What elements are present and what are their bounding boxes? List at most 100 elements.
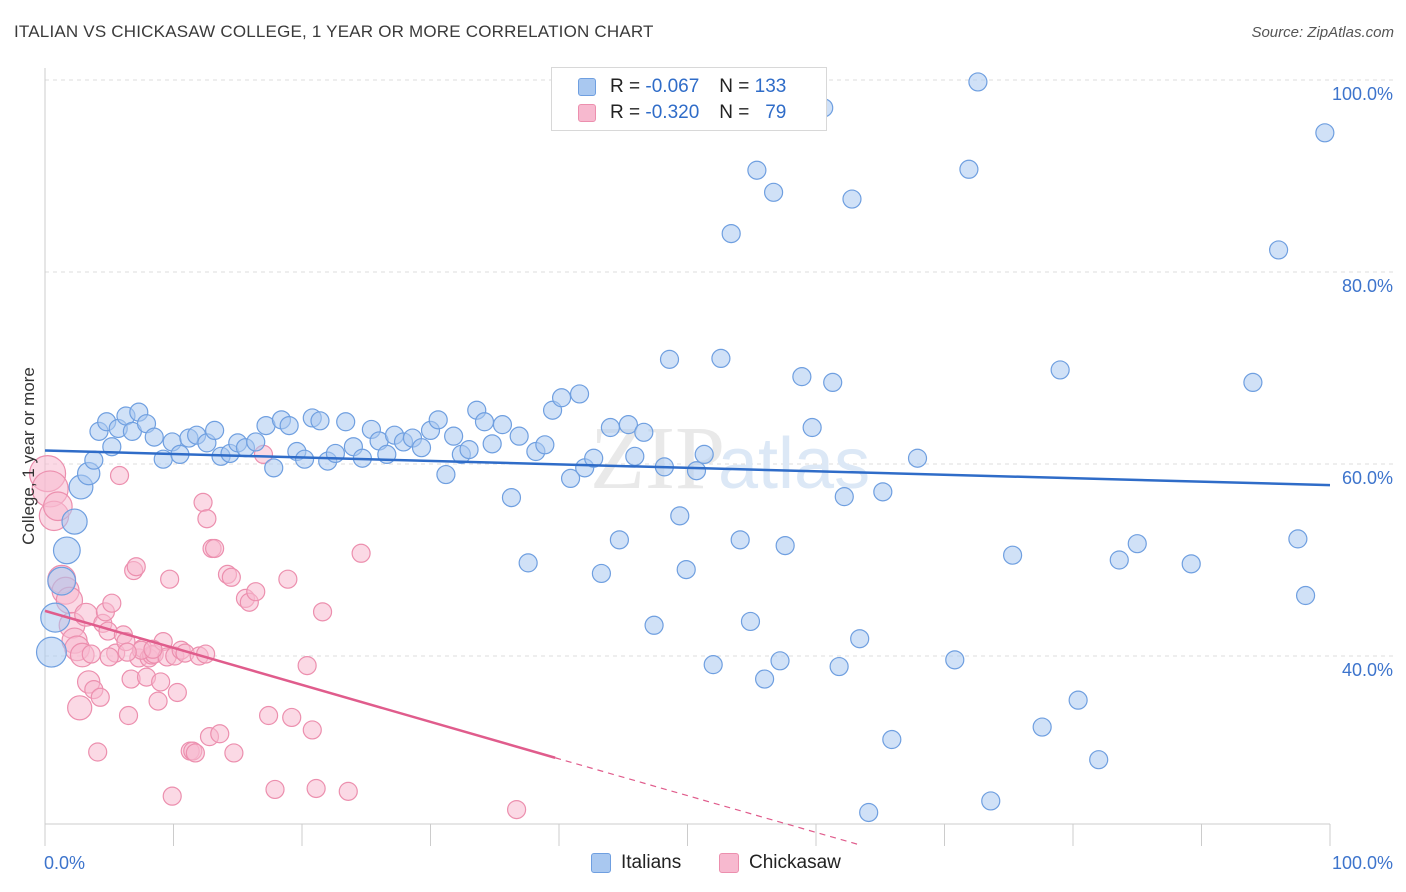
italians-point: [747, 160, 767, 180]
italians-point: [625, 446, 645, 466]
italians-point: [144, 427, 164, 447]
chickasaw-point: [185, 743, 205, 763]
source-label: Source: ZipAtlas.com: [1251, 24, 1394, 41]
italians-point: [428, 410, 448, 430]
italians-point: [1109, 550, 1129, 570]
italians-point: [670, 506, 690, 526]
axes: [44, 68, 1331, 846]
chickasaw-point: [246, 582, 266, 602]
bottom-legend-chickasaw: Chickasaw: [719, 852, 841, 874]
chickasaw-point: [302, 720, 322, 740]
chickasaw-point: [148, 691, 168, 711]
italians-point: [703, 655, 723, 675]
italians-point: [740, 611, 761, 632]
x-tick-label-min: 0.0%: [44, 853, 85, 873]
italians-point: [518, 553, 538, 573]
italians-point: [1127, 534, 1147, 554]
legend: R = -0.067 N = 133 R = -0.320 N = 79: [551, 67, 827, 131]
chickasaw-point: [338, 781, 358, 801]
legend-chickasaw-r-value: -0.320: [645, 102, 700, 123]
italians-point: [1050, 360, 1070, 380]
chickasaw-point: [258, 705, 279, 726]
italians-point: [711, 348, 731, 368]
italians-point: [850, 629, 870, 649]
italians-point: [61, 508, 88, 535]
chickasaw-point: [118, 705, 139, 726]
chickasaw-point: [224, 743, 244, 763]
italians-point: [1089, 750, 1109, 770]
italians-point: [436, 464, 456, 485]
italians-point: [551, 388, 572, 408]
italians-point: [52, 536, 81, 565]
italians-point: [411, 438, 432, 458]
italians-point: [609, 530, 629, 550]
chickasaw-swatch: [578, 104, 596, 122]
italians-point: [829, 656, 849, 677]
bottom-legend-chickasaw-label: Chickasaw: [749, 852, 841, 873]
italians-point: [560, 468, 581, 488]
italians-point: [882, 729, 902, 750]
italians-point: [310, 411, 330, 431]
italians-point: [501, 488, 522, 508]
y-tick-label: 40.0%: [1342, 660, 1393, 680]
y-tick-label: 60.0%: [1342, 468, 1393, 488]
chickasaw-point: [282, 707, 302, 728]
italians-point: [1315, 123, 1335, 143]
italians-point: [1181, 554, 1201, 574]
bottom-legend-italians-label: Italians: [621, 852, 682, 873]
chickasaw-point: [278, 569, 298, 589]
italians-swatch-bottom: [591, 853, 611, 873]
italians-point: [584, 448, 604, 468]
italians-point: [981, 791, 1001, 811]
italians-point: [279, 416, 299, 436]
chickasaw-point: [102, 593, 122, 613]
y-tick-label: 80.0%: [1342, 276, 1393, 296]
italians-point: [792, 367, 812, 387]
italians-point: [1268, 240, 1289, 260]
italians-point: [730, 530, 750, 550]
italians-point: [959, 159, 979, 179]
chickasaw-point: [351, 543, 371, 563]
italians-point: [842, 189, 862, 209]
chickasaw-point: [88, 742, 108, 762]
italians-point: [763, 182, 784, 202]
chickasaw-point: [99, 647, 119, 667]
italians-point: [968, 72, 988, 92]
italians-point: [659, 349, 680, 369]
chickasaw-points: [28, 444, 527, 820]
italians-point: [676, 559, 696, 580]
y-axis-label: College, 1 year or more: [19, 367, 38, 545]
italians-point: [802, 417, 822, 438]
legend-chickasaw-n-value: 79: [765, 102, 787, 123]
italians-point: [294, 449, 315, 469]
legend-italians-r-label: R =: [610, 76, 641, 97]
italians-point: [535, 435, 555, 455]
bottom-legend-italians: Italians: [591, 852, 681, 874]
italians-point: [1068, 690, 1088, 710]
legend-italians-n-value: 133: [754, 76, 787, 97]
italians-point: [600, 417, 621, 438]
italians-point: [907, 448, 928, 468]
chickasaw-point: [167, 682, 187, 703]
chickasaw-point: [117, 642, 137, 662]
chickasaw-point: [197, 509, 217, 529]
italians-point: [834, 487, 854, 507]
chickasaw-point: [160, 569, 180, 589]
chickasaw-point: [67, 695, 93, 721]
italians-point: [823, 372, 843, 392]
x-tick-label-max: 100.0%: [1332, 853, 1393, 873]
italians-trend-line: [44, 449, 1331, 487]
chickasaw-point: [312, 602, 333, 622]
italians-point: [754, 669, 775, 689]
italians-point: [264, 458, 284, 478]
chickasaw-point: [90, 687, 110, 707]
italians-point: [770, 651, 790, 671]
italians-point: [1003, 545, 1023, 565]
italians-point: [205, 420, 225, 440]
chickasaw-point: [205, 538, 225, 559]
italians-swatch: [578, 78, 596, 96]
italians-point: [47, 566, 77, 596]
italians-point: [859, 802, 879, 823]
italians-point: [444, 426, 464, 446]
